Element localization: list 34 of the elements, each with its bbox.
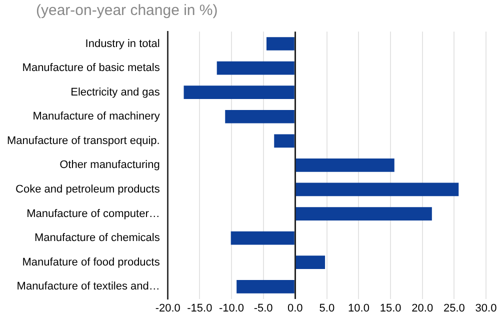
x-tick-label: 30.0 — [475, 302, 497, 314]
bar — [184, 86, 294, 100]
chart-subtitle: (year-on-year change in %) — [36, 2, 218, 19]
y-tick-label: Manufacture of machinery — [32, 110, 160, 123]
y-tick-label: Other manufacturing — [60, 159, 160, 172]
y-tick-label: Manufacture of textiles and… — [16, 280, 160, 293]
y-tick-label: Coke and petroleum products — [16, 184, 160, 196]
y-tick-label: Manufacture of transport equip. — [6, 134, 160, 147]
x-tick-label: 15.0 — [380, 302, 402, 314]
x-tick-label: 0.0 — [287, 302, 303, 314]
y-tick-label: Manufature of food products — [22, 256, 160, 268]
x-tick-label: 20.0 — [412, 302, 434, 314]
bar — [296, 207, 432, 220]
bar — [236, 280, 294, 294]
y-tick-label: Industry in total — [85, 38, 160, 50]
bar — [216, 61, 294, 75]
x-tick-label: -5.0 — [254, 302, 273, 314]
bar — [230, 231, 294, 245]
bar — [266, 37, 294, 50]
y-tick-label: Manufacture of computer… — [26, 208, 160, 220]
x-tick-label: -15.0 — [187, 302, 212, 314]
y-tick-label: Manufacture of basic metals — [22, 62, 160, 74]
x-tick-label: -10.0 — [218, 302, 244, 314]
x-tick-label: 5.0 — [319, 302, 335, 314]
x-tick-label: 25.0 — [443, 302, 465, 314]
bar — [225, 110, 294, 124]
bar — [274, 134, 294, 148]
bar — [296, 158, 394, 172]
bar — [296, 182, 459, 196]
x-tick-label: -20.0 — [155, 302, 180, 314]
x-tick-label: 10.0 — [348, 302, 370, 314]
bar — [296, 256, 326, 270]
y-tick-label: Electricity and gas — [70, 86, 160, 98]
y-tick-label: Manufacture of chemicals — [34, 232, 160, 244]
